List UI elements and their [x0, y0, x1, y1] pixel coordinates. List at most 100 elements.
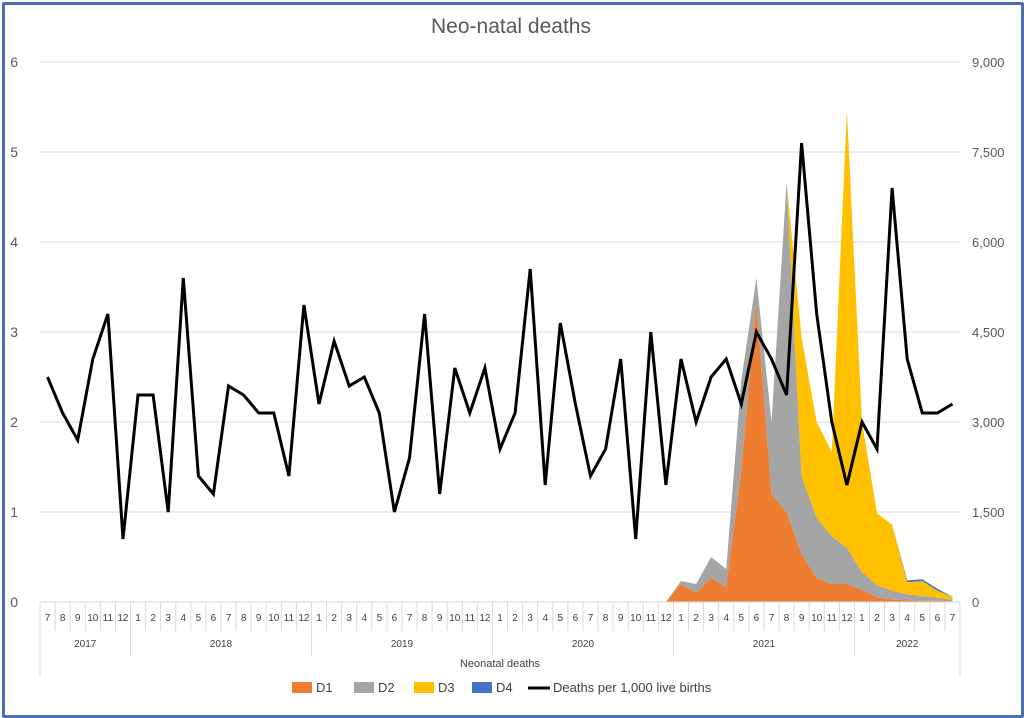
y2-tick-label: 6,000 [972, 235, 1005, 250]
deaths-line [46, 142, 954, 540]
month-tick-label: 8 [603, 613, 609, 624]
month-tick-label: 12 [841, 613, 853, 624]
year-tick-label: 2022 [896, 639, 919, 650]
month-tick-label: 11 [646, 613, 657, 624]
area-d2 [47, 182, 953, 602]
legend: D1 D2 D3 D4 Deaths per 1,000 live births [292, 680, 712, 695]
year-tick-label: 2019 [391, 639, 414, 650]
month-tick-label: 5 [196, 613, 202, 624]
legend-label: D3 [438, 680, 455, 695]
month-tick-label: 2 [874, 613, 880, 624]
legend-label: Deaths per 1,000 live births [553, 680, 712, 695]
y-tick-label: 1 [10, 504, 18, 520]
month-tick-label: 9 [799, 613, 805, 624]
month-tick-label: 12 [298, 613, 310, 624]
month-tick-label: 3 [346, 613, 352, 624]
month-tick-label: 6 [754, 613, 760, 624]
legend-label: D4 [496, 680, 513, 695]
month-tick-label: 4 [361, 613, 367, 624]
month-tick-label: 12 [660, 613, 672, 624]
month-tick-label: 10 [87, 613, 99, 624]
y-axis-left: 0 1 2 3 4 5 6 [10, 54, 18, 610]
y-tick-label: 4 [10, 234, 18, 250]
month-tick-label: 7 [588, 613, 594, 624]
month-tick-label: 3 [165, 613, 171, 624]
month-tick-label: 2 [331, 613, 337, 624]
month-tick-label: 6 [392, 613, 398, 624]
month-tick-label: 2 [693, 613, 699, 624]
month-tick-label: 8 [422, 613, 428, 624]
month-tick-label: 7 [45, 613, 51, 624]
y2-tick-label: 9,000 [972, 55, 1005, 70]
y2-tick-label: 0 [972, 595, 979, 610]
year-tick-label: 2017 [74, 639, 97, 650]
month-tick-label: 4 [180, 613, 186, 624]
y2-tick-label: 1,500 [972, 505, 1005, 520]
month-tick-label: 6 [573, 613, 579, 624]
month-tick-label: 3 [708, 613, 714, 624]
month-tick-label: 2 [150, 613, 156, 624]
month-tick-label: 5 [920, 613, 926, 624]
y2-tick-label: 4,500 [972, 325, 1005, 340]
year-tick-label: 2020 [572, 639, 595, 650]
legend-label: D2 [378, 680, 395, 695]
series-line-deaths-per-1000 [46, 142, 954, 540]
legend-swatch [472, 682, 492, 693]
month-tick-label: 1 [859, 613, 865, 624]
chart-title: Neo-natal deaths [431, 15, 591, 38]
month-tick-label: 6 [935, 613, 941, 624]
month-tick-label: 11 [103, 613, 114, 624]
month-tick-label: 5 [558, 613, 564, 624]
stacked-areas [47, 110, 953, 602]
month-tick-label: 7 [769, 613, 775, 624]
month-tick-label: 8 [784, 613, 790, 624]
y2-tick-label: 3,000 [972, 415, 1005, 430]
month-tick-label: 5 [739, 613, 745, 624]
year-tick-label: 2021 [753, 639, 776, 650]
month-tick-label: 8 [60, 613, 66, 624]
year-tick-label: 2018 [210, 639, 233, 650]
x-axis: 7 8 9 10 11 12 1 2 3 4 5 6 7 8 9 10 11 12 1 2 3 4 5 6 7 8 9 10 11 12 1… [39, 601, 961, 676]
y-tick-label: 3 [10, 324, 18, 340]
month-tick-label: 12 [117, 613, 129, 624]
month-tick-label: 1 [678, 613, 684, 624]
month-tick-label: 1 [135, 613, 141, 624]
month-tick-label: 10 [449, 613, 461, 624]
x-axis-label: Neonatal deaths [460, 658, 541, 670]
legend-swatch [292, 682, 312, 693]
month-tick-label: 7 [226, 613, 232, 624]
month-tick-label: 9 [437, 613, 443, 624]
y2-tick-label: 7,500 [972, 145, 1005, 160]
month-tick-label: 4 [542, 613, 548, 624]
month-tick-label: 3 [527, 613, 533, 624]
month-tick-label: 10 [811, 613, 823, 624]
month-tick-label: 2 [512, 613, 518, 624]
month-tick-label: 4 [904, 613, 910, 624]
month-tick-label: 7 [950, 613, 956, 624]
month-tick-label: 11 [465, 613, 476, 624]
month-tick-label: 11 [284, 613, 295, 624]
legend-label: D1 [316, 680, 333, 695]
month-tick-label: 6 [211, 613, 217, 624]
month-tick-label: 8 [241, 613, 247, 624]
month-tick-label: 9 [256, 613, 262, 624]
y-axis-right: 0 1,500 3,000 4,500 6,000 7,500 9,000 [972, 55, 1005, 610]
month-tick-label: 9 [75, 613, 81, 624]
month-tick-label: 7 [407, 613, 413, 624]
month-tick-label: 3 [889, 613, 895, 624]
month-tick-label: 12 [479, 613, 491, 624]
month-tick-label: 11 [827, 613, 838, 624]
month-tick-label: 10 [268, 613, 280, 624]
y-tick-label: 5 [10, 144, 18, 160]
month-tick-label: 1 [497, 613, 503, 624]
month-tick-label: 5 [377, 613, 383, 624]
legend-swatch [414, 682, 434, 693]
area-d3 [47, 110, 953, 602]
legend-swatch [354, 682, 374, 693]
month-tick-label: 1 [316, 613, 322, 624]
month-tick-label: 10 [630, 613, 642, 624]
month-tick-label: 9 [618, 613, 624, 624]
y-tick-label: 0 [10, 594, 18, 610]
y-tick-label: 6 [10, 54, 18, 70]
